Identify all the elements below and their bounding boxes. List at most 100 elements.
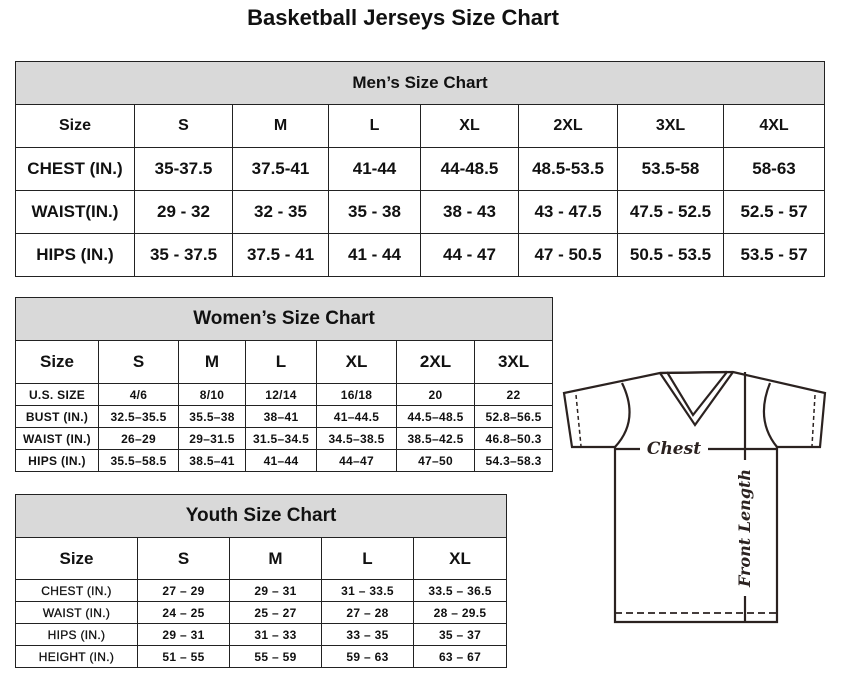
size-header: S xyxy=(137,537,230,580)
size-header: Size xyxy=(15,104,135,148)
size-header: 3XL xyxy=(617,104,724,148)
table-cell: 35.5–58.5 xyxy=(98,449,179,472)
chest-label: Chest xyxy=(647,439,701,459)
table-cell: 29–31.5 xyxy=(178,427,246,450)
table-cell: 16/18 xyxy=(316,383,397,406)
size-header: L xyxy=(328,104,421,148)
table-cell: 44.5–48.5 xyxy=(396,405,475,428)
table-cell: 55 – 59 xyxy=(229,645,322,668)
size-header: XL xyxy=(412,537,508,580)
table-cell: 33 – 35 xyxy=(321,623,414,646)
table-row: CHEST (IN.) 27 – 29 29 – 31 31 – 33.5 33.5 –… xyxy=(15,579,508,602)
table-cell: 33.5 – 36.5 xyxy=(412,579,508,602)
table-cell: 31.5–34.5 xyxy=(245,427,317,450)
size-header: XL xyxy=(420,104,519,148)
t-shirt-icon: Chest Front Length xyxy=(562,370,827,624)
table-cell: 43 - 47.5 xyxy=(518,190,618,234)
table-cell: 37.5-41 xyxy=(232,147,329,191)
table-cell: 38.5–42.5 xyxy=(396,427,475,450)
table-cell: 34.5–38.5 xyxy=(316,427,397,450)
youth-size-table: Youth Size Chart Size S M L XL CHEST (IN.) 27 –… xyxy=(14,494,508,668)
size-header: 4XL xyxy=(722,104,826,148)
row-label: CHEST (IN.) xyxy=(15,579,138,602)
table-cell: 27 – 29 xyxy=(137,579,230,602)
table-cell: 32.5–35.5 xyxy=(98,405,179,428)
page-title: Basketball Jerseys Size Chart xyxy=(247,5,559,30)
table-row: WAIST(IN.) 29 - 32 32 - 35 35 - 38 38 - 43 43… xyxy=(15,190,826,234)
table-row: HIPS (IN.) 29 – 31 31 – 33 33 – 35 35 – 37 xyxy=(15,623,508,646)
table-cell: 47.5 - 52.5 xyxy=(617,190,724,234)
row-label: WAIST (IN.) xyxy=(15,601,138,624)
table-cell: 22 xyxy=(473,383,554,406)
table-row: U.S. SIZE 4/6 8/10 12/14 16/18 20 22 xyxy=(15,383,554,406)
table-cell: 24 – 25 xyxy=(137,601,230,624)
table-cell: 35-37.5 xyxy=(134,147,233,191)
table-cell: 26–29 xyxy=(98,427,179,450)
table-cell: 44 - 47 xyxy=(420,233,519,277)
table-cell: 41–44 xyxy=(245,449,317,472)
table-cell: 37.5 - 41 xyxy=(232,233,329,277)
size-header: 2XL xyxy=(518,104,618,148)
size-header: M xyxy=(229,537,322,580)
row-label: HEIGHT (IN.) xyxy=(15,645,138,668)
men-caption: Men’s Size Chart xyxy=(14,61,826,105)
table-cell: 29 - 32 xyxy=(134,190,233,234)
table-cell: 44–47 xyxy=(316,449,397,472)
row-label: CHEST (IN.) xyxy=(15,147,135,191)
table-cell: 46.8–50.3 xyxy=(473,427,554,450)
row-label: HIPS (IN.) xyxy=(15,233,135,277)
table-row: BUST (IN.) 32.5–35.5 35.5–38 38–41 41–44.5 44… xyxy=(15,405,554,428)
table-row: HEIGHT (IN.) 51 – 55 55 – 59 59 – 63 63 – 67 xyxy=(15,645,508,668)
table-cell: 53.5 - 57 xyxy=(722,233,826,277)
table-row: WAIST (IN.) 26–29 29–31.5 31.5–34.5 34.5–38.… xyxy=(15,427,554,450)
size-header: Size xyxy=(15,340,99,384)
table-cell: 38–41 xyxy=(245,405,317,428)
table-row: HIPS (IN.) 35.5–58.5 38.5–41 41–44 44–47 47–5… xyxy=(15,449,554,472)
table-cell: 47–50 xyxy=(396,449,475,472)
table-row: CHEST (IN.) 35-37.5 37.5-41 41-44 44-48.5 48.… xyxy=(15,147,826,191)
table-cell: 8/10 xyxy=(178,383,246,406)
front-length-label: Front Length xyxy=(735,469,754,588)
table-cell: 29 – 31 xyxy=(229,579,322,602)
table-cell: 41 - 44 xyxy=(328,233,421,277)
size-header: XL xyxy=(316,340,397,384)
table-cell: 35 - 38 xyxy=(328,190,421,234)
table-cell: 35.5–38 xyxy=(178,405,246,428)
table-cell: 58-63 xyxy=(722,147,826,191)
table-cell: 35 – 37 xyxy=(412,623,508,646)
table-cell: 27 – 28 xyxy=(321,601,414,624)
table-cell: 48.5-53.5 xyxy=(518,147,618,191)
table-cell: 32 - 35 xyxy=(232,190,329,234)
size-header: 3XL xyxy=(473,340,554,384)
table-cell: 63 – 67 xyxy=(412,645,508,668)
row-label: HIPS (IN.) xyxy=(15,449,99,472)
table-cell: 31 – 33 xyxy=(229,623,322,646)
table-cell: 12/14 xyxy=(245,383,317,406)
table-cell: 41-44 xyxy=(328,147,421,191)
size-header: S xyxy=(134,104,233,148)
row-label: BUST (IN.) xyxy=(15,405,99,428)
mens-size-table: Men’s Size Chart Size S M L XL 2XL 3XL 4XL CHEST … xyxy=(14,61,826,277)
table-cell: 35 - 37.5 xyxy=(134,233,233,277)
table-cell: 50.5 - 53.5 xyxy=(617,233,724,277)
youth-caption: Youth Size Chart xyxy=(14,494,508,538)
table-cell: 25 – 27 xyxy=(229,601,322,624)
table-cell: 53.5-58 xyxy=(617,147,724,191)
table-cell: 52.5 - 57 xyxy=(722,190,826,234)
table-cell: 38 - 43 xyxy=(420,190,519,234)
table-cell: 51 – 55 xyxy=(137,645,230,668)
table-cell: 52.8–56.5 xyxy=(473,405,554,428)
row-label: WAIST (IN.) xyxy=(15,427,99,450)
table-cell: 59 – 63 xyxy=(321,645,414,668)
size-header: 2XL xyxy=(396,340,475,384)
row-label: HIPS (IN.) xyxy=(15,623,138,646)
table-cell: 4/6 xyxy=(98,383,179,406)
table-cell: 38.5–41 xyxy=(178,449,246,472)
table-cell: 29 – 31 xyxy=(137,623,230,646)
table-cell: 20 xyxy=(396,383,475,406)
size-header: S xyxy=(98,340,179,384)
table-cell: 41–44.5 xyxy=(316,405,397,428)
size-header: M xyxy=(232,104,329,148)
size-header: M xyxy=(178,340,246,384)
table-cell: 47 - 50.5 xyxy=(518,233,618,277)
